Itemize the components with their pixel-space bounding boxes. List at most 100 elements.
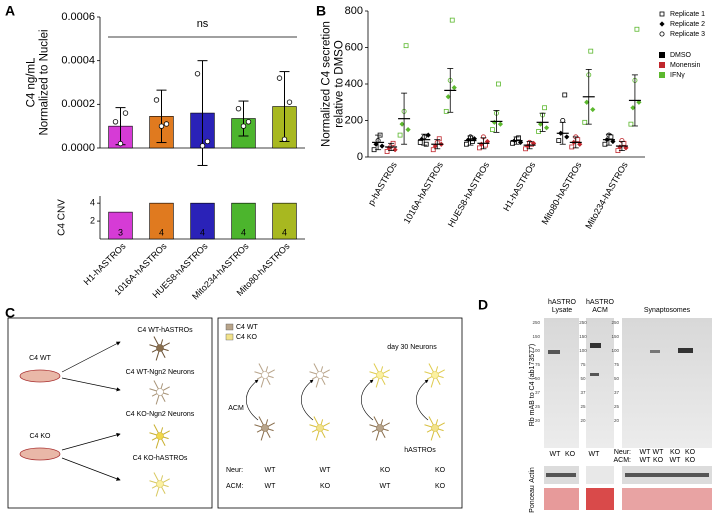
data-point xyxy=(630,105,636,111)
y-axis-label: C4 ng/mL xyxy=(26,57,38,107)
ladder-label: 37 xyxy=(580,390,586,395)
x-tick-label: H1-hASTROs xyxy=(501,160,537,213)
data-point xyxy=(590,106,596,113)
cell-body xyxy=(431,371,439,379)
cell xyxy=(424,416,445,441)
legend-swatch xyxy=(659,62,665,68)
row-label: ACM: xyxy=(226,483,244,490)
blot xyxy=(622,318,712,448)
condition: WT xyxy=(320,467,332,474)
condition: KO xyxy=(435,467,446,474)
product-label: C4 WT-hASTROs xyxy=(137,327,193,334)
cell-body xyxy=(431,424,439,432)
y-tick-label: 400 xyxy=(345,78,363,90)
cell xyxy=(369,416,390,441)
source-label: C4 KO xyxy=(29,433,51,440)
legend-swatch xyxy=(225,323,234,331)
y-axis-label: C4 CNV xyxy=(57,199,68,236)
data-point xyxy=(496,81,501,87)
panel-letter: B xyxy=(316,3,326,19)
data-point xyxy=(379,143,385,149)
data-point xyxy=(516,135,521,141)
loading-label: Actin xyxy=(529,467,536,483)
cell-body xyxy=(156,480,164,488)
dish xyxy=(19,369,61,383)
ladder-label: 250 xyxy=(579,320,587,325)
ladder-label: 100 xyxy=(611,348,619,353)
x-tick-label: H1-hASTROs xyxy=(82,241,128,287)
ladder-label: 37 xyxy=(614,390,620,395)
data-point xyxy=(575,137,581,143)
condition: WT xyxy=(653,449,665,456)
condition: KO xyxy=(435,483,446,490)
ladder-label: 25 xyxy=(614,404,620,409)
legend-swatch xyxy=(225,333,234,341)
row-label: Neur: xyxy=(614,449,631,456)
data-point xyxy=(417,139,423,145)
ladder-label: 25 xyxy=(580,404,586,409)
bar xyxy=(272,202,297,240)
ladder-label: 20 xyxy=(535,418,541,423)
data-point xyxy=(569,144,575,150)
condition: WT xyxy=(640,449,652,456)
data-point xyxy=(276,75,283,81)
blot-title: Synaptosomes xyxy=(644,307,691,314)
data-point xyxy=(240,123,247,129)
data-point xyxy=(608,134,614,140)
ladder-label: 37 xyxy=(535,390,541,395)
data-point xyxy=(564,134,570,140)
cell-body xyxy=(316,424,324,432)
ladder-label: 75 xyxy=(580,362,586,367)
legend-marker xyxy=(659,11,665,17)
ponceau-strip xyxy=(622,488,712,510)
arrow xyxy=(61,457,121,481)
lane-label: KO xyxy=(565,451,576,458)
row-label: Neur: xyxy=(226,467,243,474)
data-point xyxy=(245,119,252,125)
panel-letter: D xyxy=(478,297,488,313)
data-point xyxy=(194,71,201,77)
data-point xyxy=(556,138,562,143)
cell-body xyxy=(261,371,269,379)
value-label: 4 xyxy=(200,227,205,237)
data-point xyxy=(163,121,170,127)
data-point xyxy=(430,147,436,153)
data-point xyxy=(449,17,455,23)
cell xyxy=(309,363,330,388)
product-label: C4 WT-Ngn2 Neurons xyxy=(126,369,195,376)
data-point xyxy=(443,108,449,114)
legend-label: Replicate 3 xyxy=(670,31,705,38)
y-tick-label: 200 xyxy=(345,114,363,126)
data-point xyxy=(397,132,403,138)
y-tick-label: 0 xyxy=(357,151,363,163)
condition: KO xyxy=(380,467,391,474)
cell xyxy=(424,363,445,388)
ponceau-strip xyxy=(586,488,614,510)
cell xyxy=(149,424,170,449)
y-tick-label: 0.0006 xyxy=(61,11,95,23)
blot-title: Lysate xyxy=(552,307,572,314)
data-point xyxy=(112,119,119,125)
data-point xyxy=(158,123,165,129)
band xyxy=(546,473,576,477)
astros-label: hASTROs xyxy=(404,447,436,454)
condition: WT xyxy=(265,483,277,490)
data-point xyxy=(235,105,242,112)
data-point xyxy=(122,110,129,116)
bar xyxy=(190,202,215,240)
data-point xyxy=(562,92,568,98)
legend-swatch xyxy=(659,72,665,78)
cell-body xyxy=(316,371,324,379)
bar xyxy=(149,202,174,240)
blot xyxy=(544,318,579,448)
data-point xyxy=(621,140,627,146)
ponceau-strip xyxy=(544,488,579,510)
band xyxy=(650,350,660,353)
arrow xyxy=(61,432,121,451)
ladder-label: 150 xyxy=(579,334,587,339)
band xyxy=(548,350,560,354)
cell xyxy=(149,380,170,405)
neurons-label: day 30 Neurons xyxy=(387,344,437,351)
product-label: C4 KO-Ngn2 Neurons xyxy=(126,411,195,418)
x-tick-label: HUES8-hASTROs xyxy=(446,160,492,229)
